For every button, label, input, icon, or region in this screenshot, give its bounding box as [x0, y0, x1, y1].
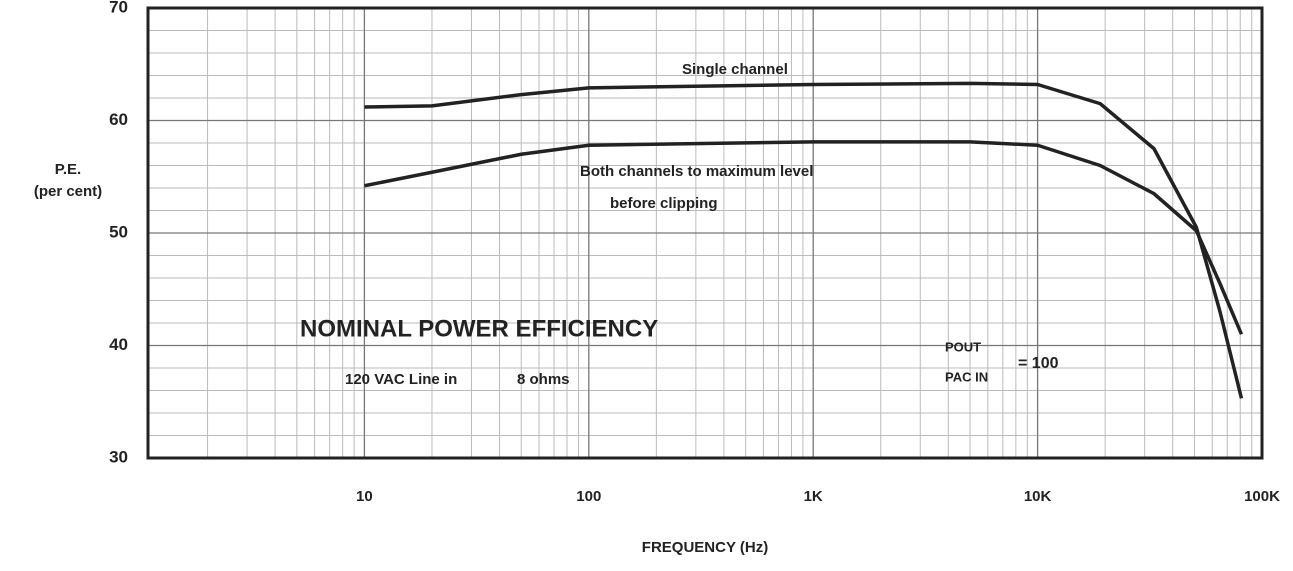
annotation: 120 VAC Line in — [345, 371, 457, 388]
x-tick-label: 10K — [1024, 488, 1052, 505]
annotation: before clipping — [610, 195, 718, 212]
plot-frame — [146, 6, 1264, 460]
x-tick-label: 10 — [356, 488, 373, 505]
y-tick-label: 40 — [109, 335, 128, 354]
y-tick-label: 70 — [109, 0, 128, 16]
x-axis-label: FREQUENCY (Hz) — [642, 539, 768, 556]
annotation: Single channel — [682, 61, 788, 78]
annotation: Both channels to maximum level — [580, 163, 813, 180]
y-tick-label: 50 — [109, 222, 128, 241]
x-tick-label: 100K — [1244, 488, 1280, 505]
y-axis-label: (per cent) — [34, 183, 102, 200]
annotation: POUT — [945, 339, 981, 354]
y-tick-label: 30 — [109, 447, 128, 466]
annotation: 8 ohms — [517, 371, 570, 388]
y-tick-label: 60 — [109, 110, 128, 129]
y-axis-label: P.E. — [55, 161, 81, 178]
data-line — [364, 140, 1244, 335]
annotation: NOMINAL POWER EFFICIENCY — [300, 315, 658, 342]
x-tick-label: 100 — [576, 488, 601, 505]
annotation: = 100 — [1018, 355, 1059, 372]
annotation: PAC IN — [945, 369, 988, 384]
x-tick-label: 1K — [804, 488, 823, 505]
